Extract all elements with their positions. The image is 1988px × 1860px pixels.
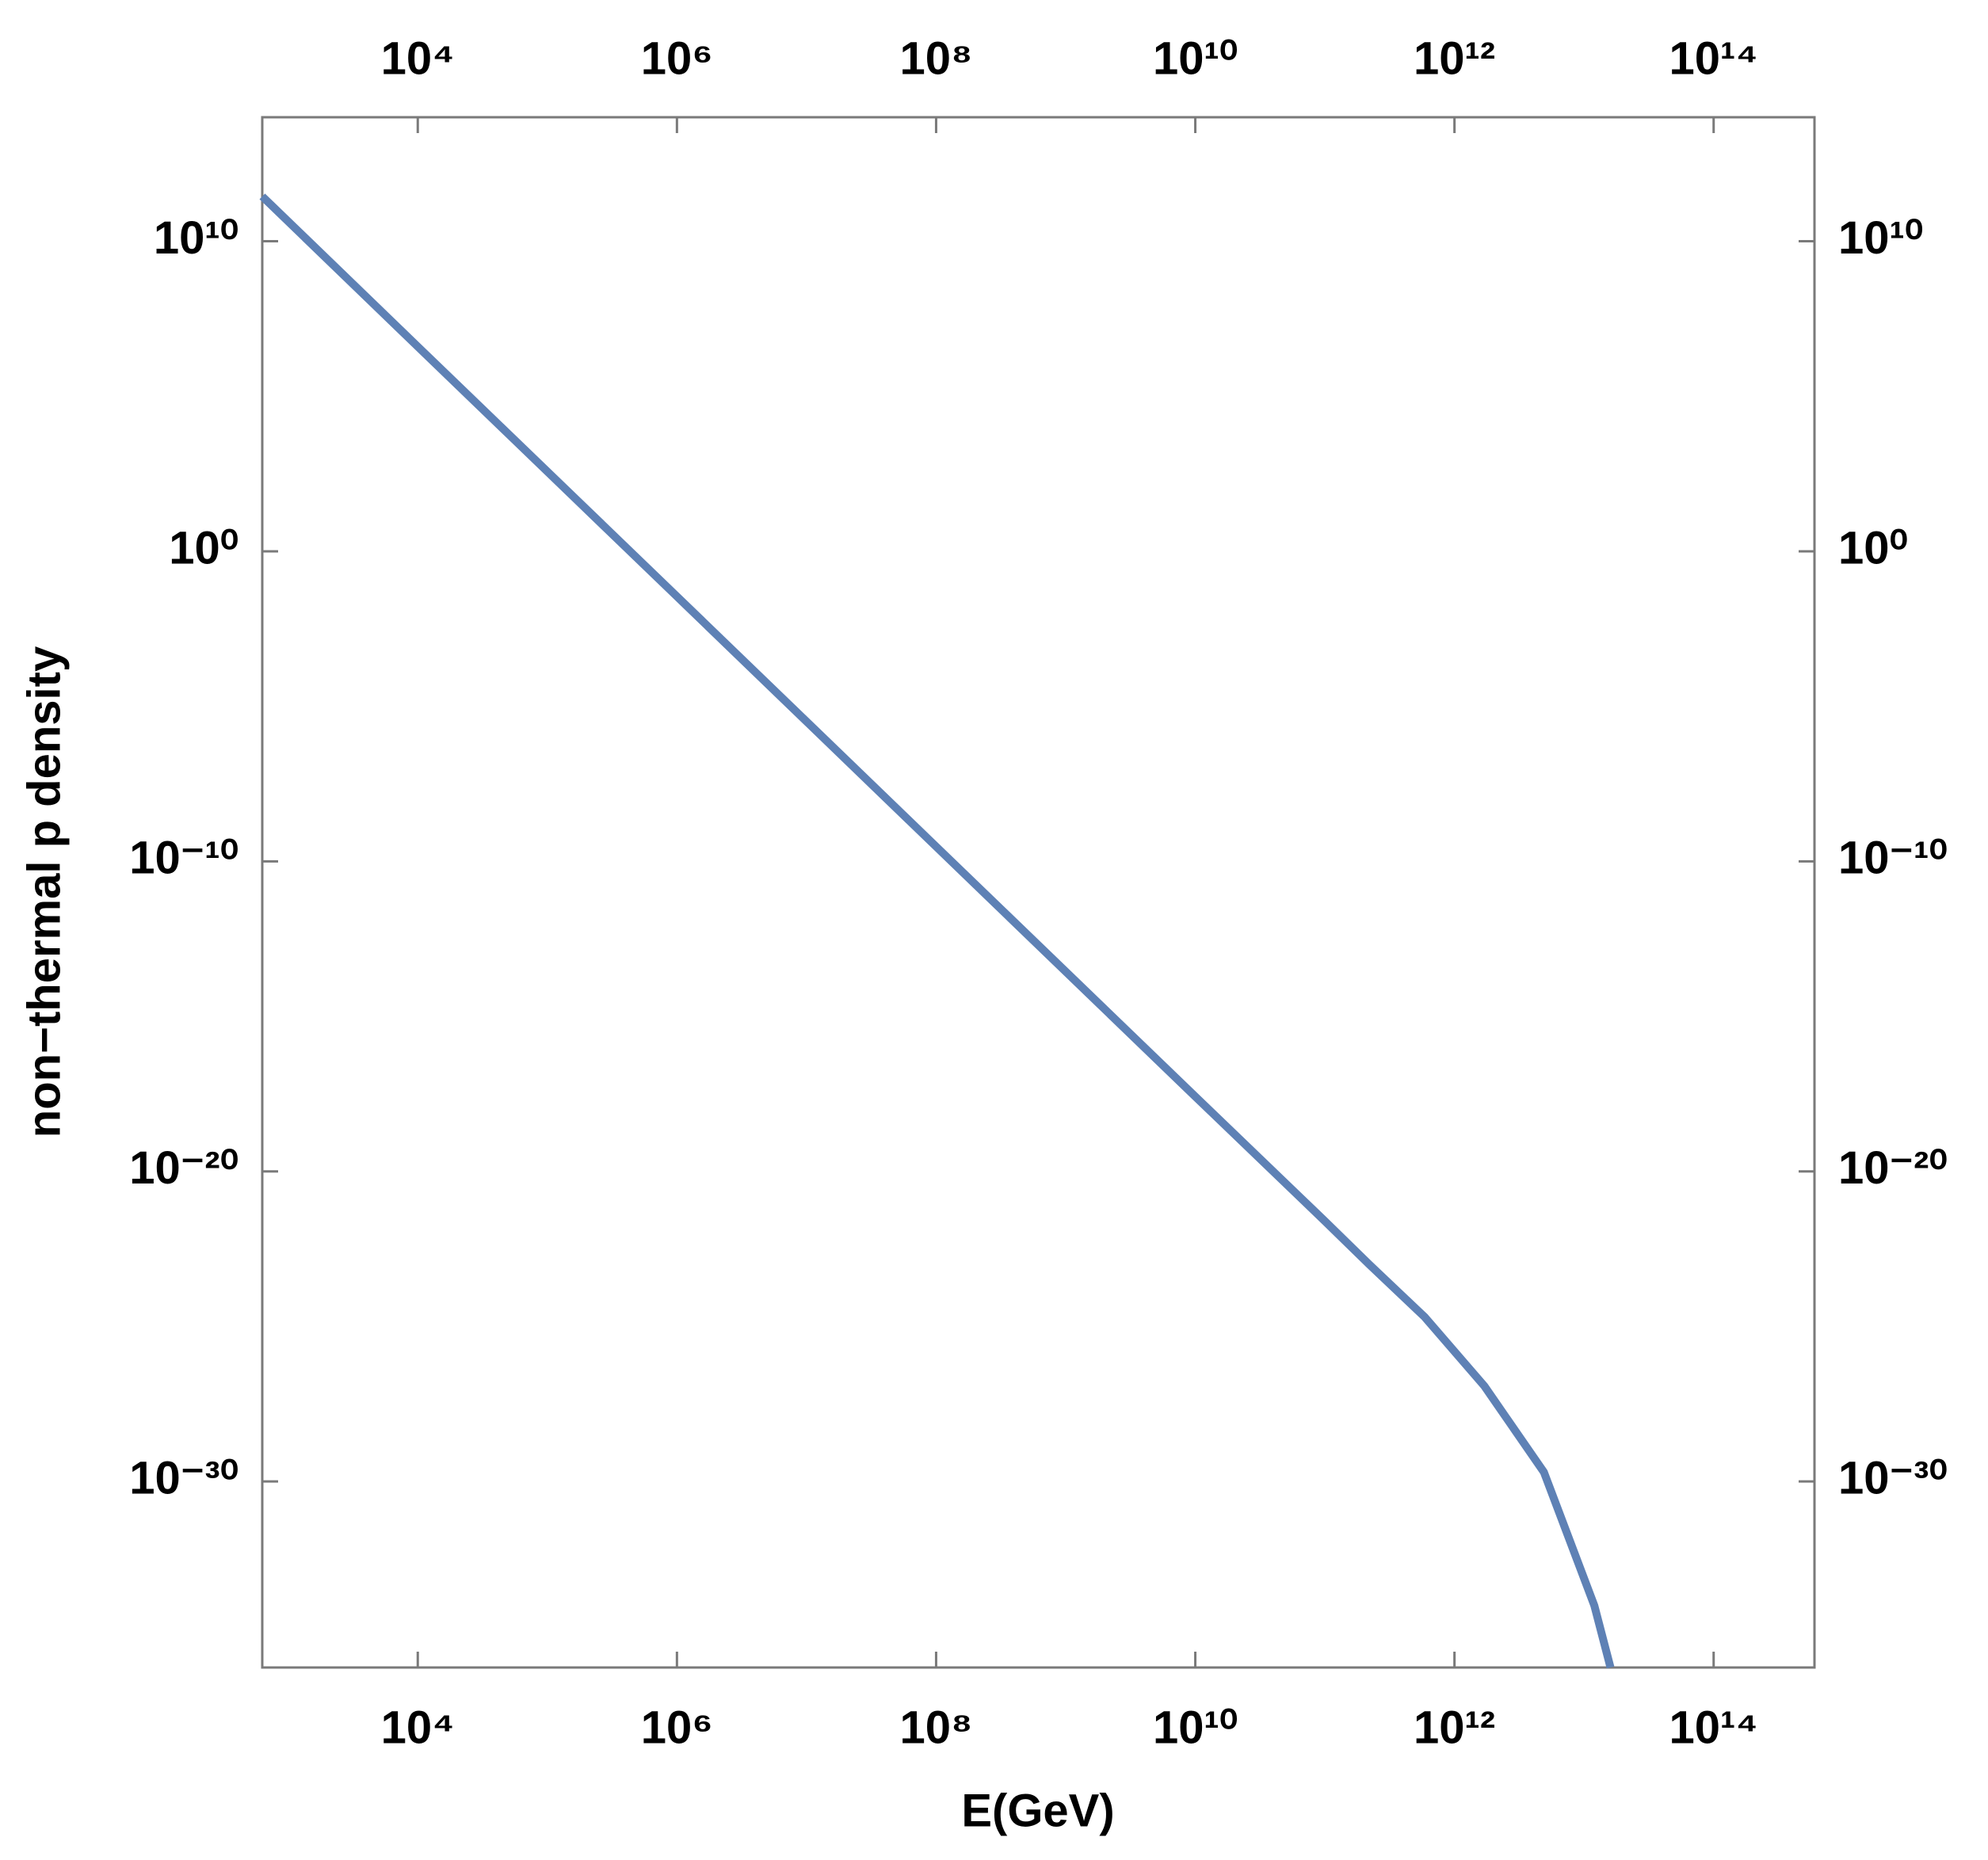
y-tick-label-right: 10¹⁰ xyxy=(1838,212,1923,264)
plot-frame xyxy=(261,116,1816,1669)
x-tick-label-top: 10⁴ xyxy=(381,32,455,84)
x-tick-label: 10¹⁰ xyxy=(1153,1702,1238,1753)
y-tick-label-right: 10⁻²⁰ xyxy=(1838,1142,1948,1194)
y-tick-label-right: 10⁰ xyxy=(1838,522,1908,574)
x-tick-label-top: 10⁸ xyxy=(899,32,972,84)
y-tick-label: 10⁰ xyxy=(169,522,238,574)
y-tick-label: 10⁻²⁰ xyxy=(129,1142,238,1194)
y-axis-title: non−thermal p density xyxy=(18,646,70,1138)
y-tick-label: 10¹⁰ xyxy=(154,212,238,264)
y-tick-label-right: 10⁻³⁰ xyxy=(1838,1452,1948,1504)
x-tick-label: 10⁸ xyxy=(899,1702,972,1753)
x-tick-label: 10¹⁴ xyxy=(1669,1702,1758,1753)
x-tick-label: 10⁶ xyxy=(641,1702,713,1753)
x-tick-label-top: 10¹⁴ xyxy=(1669,32,1758,84)
x-tick-label-top: 10¹⁰ xyxy=(1153,32,1238,84)
x-axis-title: E(GeV) xyxy=(961,1785,1114,1836)
x-tick-label: 10⁴ xyxy=(381,1702,455,1753)
x-tick-label-top: 10¹² xyxy=(1414,32,1495,84)
data-line xyxy=(259,193,1615,1669)
x-tick-label: 10¹² xyxy=(1414,1702,1495,1753)
y-tick-label-right: 10⁻¹⁰ xyxy=(1838,833,1948,884)
x-tick-label-top: 10⁶ xyxy=(641,32,713,84)
y-tick-label: 10⁻¹⁰ xyxy=(129,833,238,884)
y-tick-label: 10⁻³⁰ xyxy=(129,1452,238,1504)
